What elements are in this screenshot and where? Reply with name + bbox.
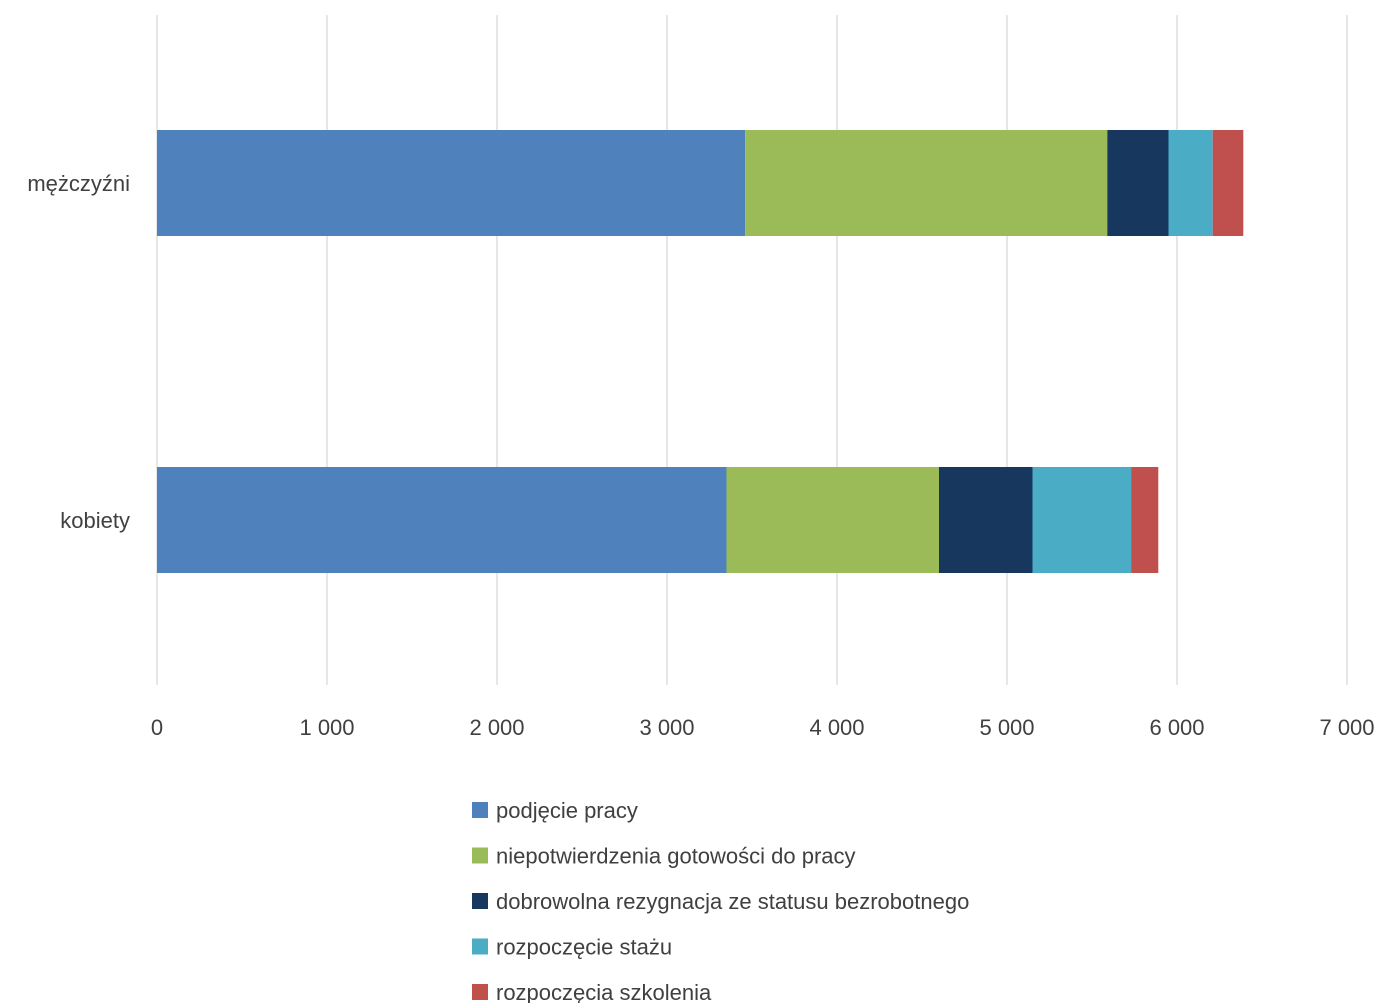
legend-label: dobrowolna rezygnacja ze statusu bezrobo… — [496, 889, 969, 914]
legend-label: niepotwierdzenia gotowości do pracy — [496, 844, 856, 869]
x-tick-label: 3 000 — [639, 715, 694, 740]
legend-swatch — [472, 893, 488, 909]
legend: podjęcie pracy niepotwierdzenia gotowości… — [472, 798, 969, 1003]
grid-layer — [156, 15, 1348, 685]
bar-segment-kobiety-series-1 — [726, 467, 939, 573]
bar-segment-kobiety-series-3 — [1032, 467, 1132, 573]
bar-segment-kobiety-series-2 — [939, 467, 1033, 573]
legend-label: rozpoczęcia szkolenia — [496, 980, 712, 1003]
category-label: kobiety — [60, 508, 130, 533]
x-axis-ticks: 0 1 000 2 000 3 000 4 000 5 000 6 000 7 000 — [151, 715, 1375, 740]
x-tick-label: 5 000 — [979, 715, 1034, 740]
legend-label: rozpoczęcie stażu — [496, 935, 672, 960]
legend-swatch — [472, 847, 488, 864]
bar-segment-kobiety-series-0 — [157, 467, 727, 573]
legend-label: podjęcie pracy — [496, 798, 638, 823]
bar-segment-kobiety-series-4 — [1131, 467, 1159, 573]
legend-swatch — [472, 984, 488, 1000]
x-tick-label: 0 — [151, 715, 163, 740]
x-tick-label: 1 000 — [299, 715, 354, 740]
bar-segment-mezczyzni-series-0 — [157, 130, 746, 236]
bar-segment-mezczyzni-series-4 — [1212, 130, 1244, 236]
x-tick-label: 4 000 — [809, 715, 864, 740]
legend-swatch — [472, 938, 488, 955]
x-tick-label: 2 000 — [469, 715, 524, 740]
y-axis-categories: mężczyźni kobiety — [27, 171, 130, 533]
x-tick-label: 6 000 — [1149, 715, 1204, 740]
category-label: mężczyźni — [27, 171, 130, 196]
legend-swatch — [472, 802, 488, 818]
bar-layer — [157, 130, 1244, 573]
bar-segment-mezczyzni-series-2 — [1107, 130, 1169, 236]
bar-segment-mezczyzni-series-3 — [1168, 130, 1213, 236]
x-tick-label: 7 000 — [1319, 715, 1374, 740]
bar-segment-mezczyzni-series-1 — [745, 130, 1108, 236]
